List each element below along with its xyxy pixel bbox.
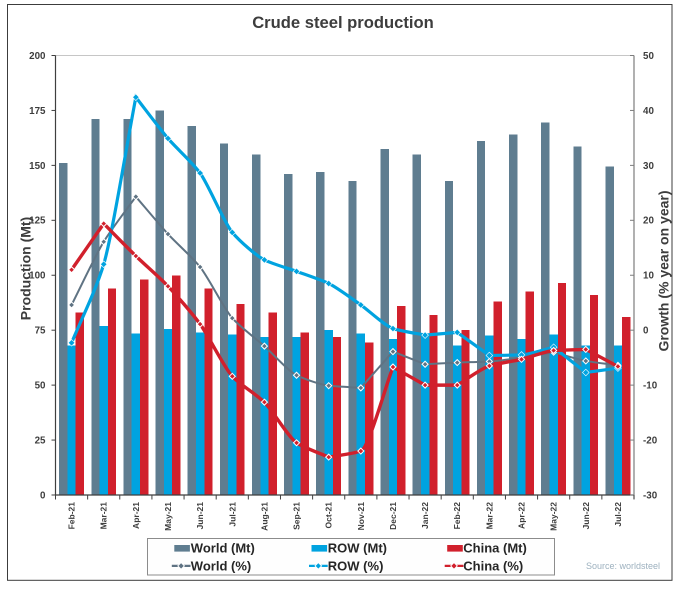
- svg-text:Growth (% year on year): Growth (% year on year): [656, 190, 672, 351]
- svg-text:200: 200: [29, 51, 46, 62]
- svg-text:Mar-22: Mar-22: [484, 502, 494, 530]
- svg-text:Crude steel production: Crude steel production: [252, 13, 434, 32]
- svg-text:Feb-22: Feb-22: [452, 502, 462, 530]
- svg-text:Dec-21: Dec-21: [388, 502, 398, 530]
- svg-text:75: 75: [35, 326, 46, 337]
- svg-text:100: 100: [29, 271, 46, 282]
- svg-text:Nov-21: Nov-21: [356, 502, 366, 531]
- svg-text:World (%): World (%): [191, 558, 251, 573]
- svg-text:May-22: May-22: [549, 502, 559, 531]
- svg-text:Jan-22: Jan-22: [420, 502, 430, 529]
- svg-text:-20: -20: [643, 435, 658, 446]
- svg-text:Sep-21: Sep-21: [292, 502, 302, 530]
- svg-text:30: 30: [643, 161, 654, 172]
- svg-text:50: 50: [35, 381, 46, 392]
- svg-text:Feb-21: Feb-21: [67, 502, 77, 530]
- svg-text:Source: worldsteel: Source: worldsteel: [586, 561, 660, 571]
- svg-text:Jul-22: Jul-22: [613, 502, 623, 527]
- svg-text:175: 175: [29, 106, 46, 117]
- svg-text:China (Mt): China (Mt): [463, 540, 527, 555]
- svg-text:Apr-22: Apr-22: [517, 502, 527, 529]
- svg-text:Jul-21: Jul-21: [227, 502, 237, 527]
- svg-text:May-21: May-21: [163, 502, 173, 531]
- svg-text:Jun-21: Jun-21: [195, 502, 205, 530]
- svg-text:Jun-22: Jun-22: [581, 502, 591, 530]
- svg-text:0: 0: [643, 326, 649, 337]
- svg-text:40: 40: [643, 106, 654, 117]
- svg-text:50: 50: [643, 51, 654, 62]
- svg-text:150: 150: [29, 161, 46, 172]
- svg-text:Mar-21: Mar-21: [99, 502, 109, 530]
- svg-text:China (%): China (%): [463, 558, 523, 573]
- svg-text:World (Mt): World (Mt): [191, 540, 255, 555]
- svg-text:ROW (Mt): ROW (Mt): [328, 540, 387, 555]
- svg-text:0: 0: [40, 490, 46, 501]
- svg-text:20: 20: [643, 216, 654, 227]
- svg-text:10: 10: [643, 271, 654, 282]
- svg-text:-30: -30: [643, 490, 658, 501]
- svg-text:Production (Mt): Production (Mt): [18, 217, 34, 320]
- svg-text:Aug-21: Aug-21: [259, 502, 269, 531]
- svg-text:125: 125: [29, 216, 46, 227]
- svg-text:-10: -10: [643, 381, 658, 392]
- svg-text:Apr-21: Apr-21: [131, 502, 141, 529]
- svg-text:ROW (%): ROW (%): [328, 558, 384, 573]
- svg-text:25: 25: [35, 435, 46, 446]
- svg-text:Oct-21: Oct-21: [324, 502, 334, 529]
